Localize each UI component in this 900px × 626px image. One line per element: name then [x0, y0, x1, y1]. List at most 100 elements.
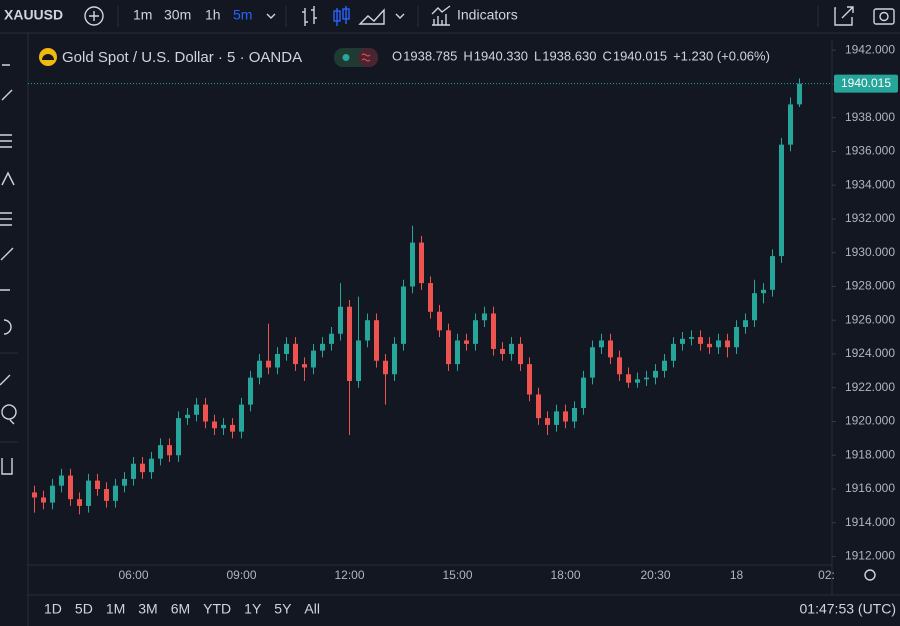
- candle-body: [572, 408, 577, 422]
- candle-body: [752, 293, 757, 321]
- symbol[interactable]: XAUUSD: [4, 7, 63, 23]
- ohlc-legend: O 1938.785 H 1940.330 L 1938.630 C 1940.015 +1.2…: [392, 48, 770, 63]
- camera-lens: [879, 11, 889, 22]
- candle-body: [590, 347, 595, 378]
- candle-body: [194, 404, 199, 415]
- candle-body: [77, 499, 82, 506]
- candle-body: [32, 492, 37, 498]
- market-flag: [358, 48, 378, 67]
- candle-body: [734, 326, 739, 348]
- drawing-tools[interactable]: [0, 64, 17, 475]
- candles-icon[interactable]: [333, 10, 341, 22]
- range-button[interactable]: 5Y: [274, 601, 292, 617]
- y-tick-label: 1938.000: [845, 110, 895, 124]
- candles-icon: [342, 8, 350, 20]
- candle-body: [266, 360, 271, 368]
- candle-body: [50, 485, 55, 503]
- candle-body: [662, 360, 667, 371]
- candle-body: [158, 445, 163, 459]
- candle-body: [347, 306, 352, 381]
- candle-body: [671, 343, 676, 361]
- candle-body: [743, 320, 748, 327]
- y-tick-label: 1916.000: [845, 481, 895, 495]
- add-symbol-icon[interactable]: [84, 6, 104, 26]
- interval-button[interactable]: 30m: [164, 7, 191, 23]
- range-button[interactable]: All: [304, 601, 320, 617]
- range-button[interactable]: 1D: [44, 601, 62, 617]
- candle-body: [113, 485, 118, 501]
- legend-title: Gold Spot / U.S. Dollar · 5 · OANDA: [62, 49, 302, 66]
- last-price-tag: [834, 74, 898, 93]
- symbol-logo-mark: [42, 54, 54, 60]
- candle-body: [428, 283, 433, 312]
- y-tick-label: 1924.000: [845, 346, 895, 360]
- candle-body: [761, 289, 766, 294]
- range-button[interactable]: 6M: [171, 601, 190, 617]
- y-tick-label: 1934.000: [845, 177, 895, 191]
- candle-body: [725, 340, 730, 348]
- y-tick-label: 1932.000: [845, 211, 895, 225]
- indicators-button[interactable]: Indicators: [457, 7, 518, 23]
- candle-body: [59, 475, 64, 486]
- candle-body: [185, 414, 190, 419]
- candle-body: [698, 337, 703, 344]
- candle-body: [545, 418, 550, 425]
- plot-area: 1912.000 1914.000 1916.000 1918.000 1920.000…: [28, 42, 898, 582]
- y-tick-label: 1928.000: [845, 279, 895, 293]
- candle-body: [635, 379, 640, 383]
- bars-icon[interactable]: [302, 6, 317, 26]
- interval-button[interactable]: 5m: [233, 7, 252, 23]
- candle-body: [401, 286, 406, 344]
- candle-body: [392, 343, 397, 375]
- ohlc-letter: L: [534, 48, 541, 63]
- candle-body: [221, 424, 226, 429]
- interval-button[interactable]: 1h: [205, 7, 221, 23]
- range-button[interactable]: 5D: [75, 601, 93, 617]
- candle-body: [383, 360, 388, 375]
- y-tick-label: 1926.000: [845, 312, 895, 326]
- candle-body: [311, 350, 316, 368]
- range-button[interactable]: 3M: [138, 601, 157, 617]
- y-tick-label: 1930.000: [845, 245, 895, 259]
- y-tick-label: 1922.000: [845, 380, 895, 394]
- candle-body: [500, 348, 505, 354]
- interval-dropdown[interactable]: [266, 13, 276, 19]
- candle-body: [455, 340, 460, 365]
- candle-body: [320, 343, 325, 351]
- ohlc-value: 1940.330: [474, 48, 528, 63]
- candle-body: [473, 320, 478, 344]
- intervals: 1m 30m 1h 5m: [133, 7, 252, 23]
- chart-type-dropdown[interactable]: [395, 13, 405, 19]
- range-button[interactable]: 1Y: [244, 601, 262, 617]
- market-flag-icon: [361, 53, 371, 62]
- candle-body: [365, 320, 370, 341]
- range-button[interactable]: 1M: [106, 601, 125, 617]
- interval-button[interactable]: 1m: [133, 7, 152, 23]
- snapshot-share-icon[interactable]: [834, 6, 854, 26]
- candle-body: [716, 340, 721, 348]
- market-open-dot: [342, 54, 350, 61]
- candle-body: [599, 340, 604, 348]
- candle-body: [212, 421, 217, 429]
- area-icon[interactable]: [358, 8, 385, 25]
- candle-body: [257, 360, 262, 378]
- settings-icon[interactable]: [864, 569, 876, 581]
- candle-body: [509, 343, 514, 354]
- candle-body: [437, 311, 442, 331]
- candle-body: [779, 144, 784, 257]
- candle-body: [68, 475, 73, 500]
- candle-body: [239, 404, 244, 432]
- y-tick-label: 1920.000: [845, 414, 895, 428]
- candle-body: [176, 418, 181, 456]
- camera-icon[interactable]: [873, 8, 895, 25]
- ohlc-value: 1938.630: [542, 48, 596, 63]
- y-tick-label: 1942.000: [845, 42, 895, 56]
- range-button[interactable]: YTD: [203, 601, 231, 617]
- indicators-icon[interactable]: [431, 5, 451, 26]
- candle-body: [527, 364, 532, 395]
- candle-body: [446, 330, 451, 365]
- candle-body: [284, 343, 289, 354]
- x-tick-label: 15:00: [442, 568, 472, 582]
